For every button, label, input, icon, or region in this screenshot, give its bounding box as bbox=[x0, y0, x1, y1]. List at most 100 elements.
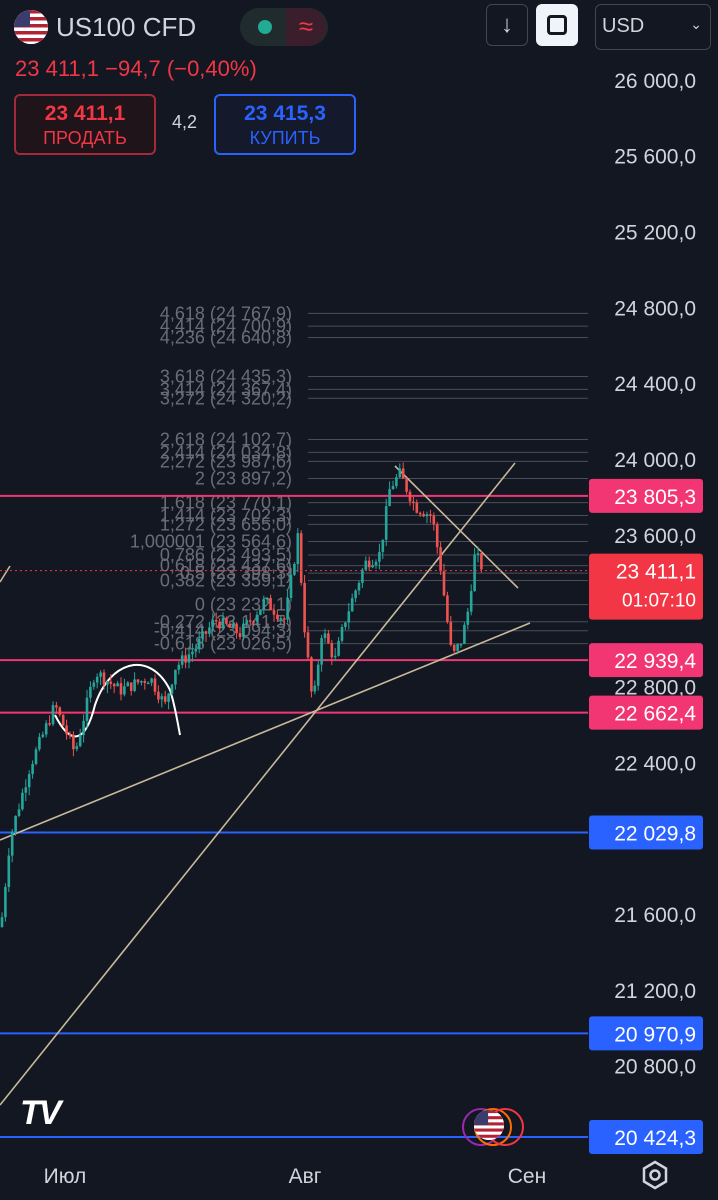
spread-value: 4,2 bbox=[172, 112, 198, 132]
candle-body bbox=[320, 638, 323, 665]
fib-level-label: 1,414 (23 702,3) bbox=[160, 505, 292, 525]
level-price-label[interactable] bbox=[589, 1119, 703, 1154]
candle-body bbox=[187, 654, 191, 663]
candle-body bbox=[112, 683, 116, 687]
candle-body bbox=[44, 723, 48, 735]
fib-level-label: 4,414 (24 700,9) bbox=[160, 316, 292, 336]
us-flag-icon[interactable] bbox=[474, 1110, 504, 1140]
candle-body bbox=[55, 705, 58, 708]
candle-body bbox=[68, 734, 72, 736]
last-price-label bbox=[589, 553, 703, 620]
candle-body bbox=[476, 553, 480, 555]
candle-body bbox=[51, 705, 55, 725]
settings-icon[interactable] bbox=[640, 1160, 670, 1190]
candle-body bbox=[265, 597, 269, 600]
candle-body bbox=[21, 792, 24, 810]
candle-body bbox=[119, 683, 123, 695]
candle-body bbox=[276, 614, 279, 620]
candle-body bbox=[259, 609, 262, 615]
fib-level-label: 2,272 (23 987,6) bbox=[160, 451, 292, 471]
candle-body bbox=[89, 686, 92, 698]
y-axis-tick-label: 23 600,0 bbox=[614, 525, 696, 548]
candle-body bbox=[463, 624, 466, 644]
drawn-pattern-curve[interactable] bbox=[54, 663, 181, 738]
trendline[interactable] bbox=[0, 565, 11, 583]
candle-body bbox=[303, 582, 306, 633]
candle-body bbox=[34, 749, 38, 764]
level-price-label[interactable] bbox=[589, 643, 703, 678]
candle-body bbox=[354, 590, 357, 599]
candle-body bbox=[310, 657, 313, 692]
level-price-text: 20 970,9 bbox=[614, 1023, 696, 1046]
candle-body bbox=[41, 734, 45, 737]
candle-body bbox=[435, 524, 439, 548]
market-status-icon[interactable]: ≈ bbox=[240, 8, 328, 46]
x-axis-tick-label: Сен bbox=[508, 1165, 546, 1188]
level-price-label[interactable] bbox=[589, 695, 703, 730]
candle-body bbox=[469, 591, 473, 612]
candle-body bbox=[204, 631, 208, 634]
level-price-text: 22 662,4 bbox=[614, 703, 696, 726]
candle-body bbox=[150, 678, 153, 683]
candle-body bbox=[136, 679, 140, 683]
candle-body bbox=[31, 763, 34, 775]
y-axis-tick-label: 24 800,0 bbox=[614, 297, 696, 320]
symbol-header[interactable]: US100 CFD bbox=[14, 10, 196, 44]
candle-body bbox=[415, 502, 419, 513]
candle-body bbox=[153, 678, 157, 692]
candle-body bbox=[371, 565, 374, 568]
candle-body bbox=[299, 533, 303, 583]
candle-body bbox=[38, 736, 41, 750]
candle-body bbox=[269, 597, 272, 611]
tradingview-logo[interactable]: TV bbox=[20, 1094, 61, 1132]
trendline[interactable] bbox=[0, 622, 531, 841]
y-axis-tick-label: 24 000,0 bbox=[614, 449, 696, 472]
candle-body bbox=[340, 626, 344, 641]
y-axis-tick-label: 26 000,0 bbox=[614, 70, 696, 93]
fib-level-label: 3,272 (24 320,2) bbox=[160, 388, 292, 408]
candle-body bbox=[4, 886, 7, 918]
candle-body bbox=[446, 595, 449, 622]
candle-body bbox=[333, 655, 337, 658]
level-price-label[interactable] bbox=[589, 1016, 703, 1051]
currency-select[interactable]: USD ⌄ bbox=[595, 4, 711, 50]
candle-body bbox=[344, 622, 347, 627]
sell-button[interactable]: 23 411,1 ПРОДАТЬ bbox=[14, 94, 156, 155]
candle-body bbox=[282, 618, 286, 620]
candle-body bbox=[167, 693, 170, 702]
trendline[interactable] bbox=[0, 462, 516, 1106]
candle-body bbox=[10, 831, 14, 856]
trendline[interactable] bbox=[394, 465, 519, 589]
fib-level-label: 1,000001 (23 564,6) bbox=[130, 532, 292, 552]
candle-body bbox=[327, 633, 330, 644]
fullscreen-icon[interactable] bbox=[536, 4, 578, 46]
candle-body bbox=[367, 560, 371, 568]
candle-body bbox=[289, 574, 293, 598]
candle-body bbox=[143, 680, 147, 683]
candle-body bbox=[191, 651, 194, 655]
candle-body bbox=[214, 619, 218, 622]
candle-body bbox=[17, 809, 21, 816]
candle-body bbox=[78, 735, 82, 747]
level-price-text: 23 805,3 bbox=[614, 486, 696, 509]
candle-body bbox=[293, 563, 296, 575]
fib-level-label: 2 (23 897,2) bbox=[195, 468, 292, 488]
y-axis-tick-label: 25 600,0 bbox=[614, 146, 696, 169]
candle-body bbox=[75, 746, 79, 750]
candle-body bbox=[337, 640, 340, 656]
fib-level-label: 3,618 (24 435,3) bbox=[160, 366, 292, 386]
candle-body bbox=[65, 725, 68, 735]
candle-body bbox=[401, 468, 405, 479]
download-button[interactable]: ↓ bbox=[486, 4, 528, 46]
candle-body bbox=[262, 599, 266, 610]
candle-body bbox=[129, 682, 133, 691]
candle-body bbox=[395, 477, 398, 486]
level-price-label[interactable] bbox=[589, 478, 703, 513]
level-price-label[interactable] bbox=[589, 815, 703, 850]
candle-body bbox=[174, 669, 177, 685]
candle-body bbox=[99, 672, 102, 677]
buy-button[interactable]: 23 415,3 КУПИТЬ bbox=[214, 94, 356, 155]
fib-level-label: 1,272 (23 655,0) bbox=[160, 514, 292, 534]
fib-level-label: 4,618 (24 767,9) bbox=[160, 303, 292, 323]
